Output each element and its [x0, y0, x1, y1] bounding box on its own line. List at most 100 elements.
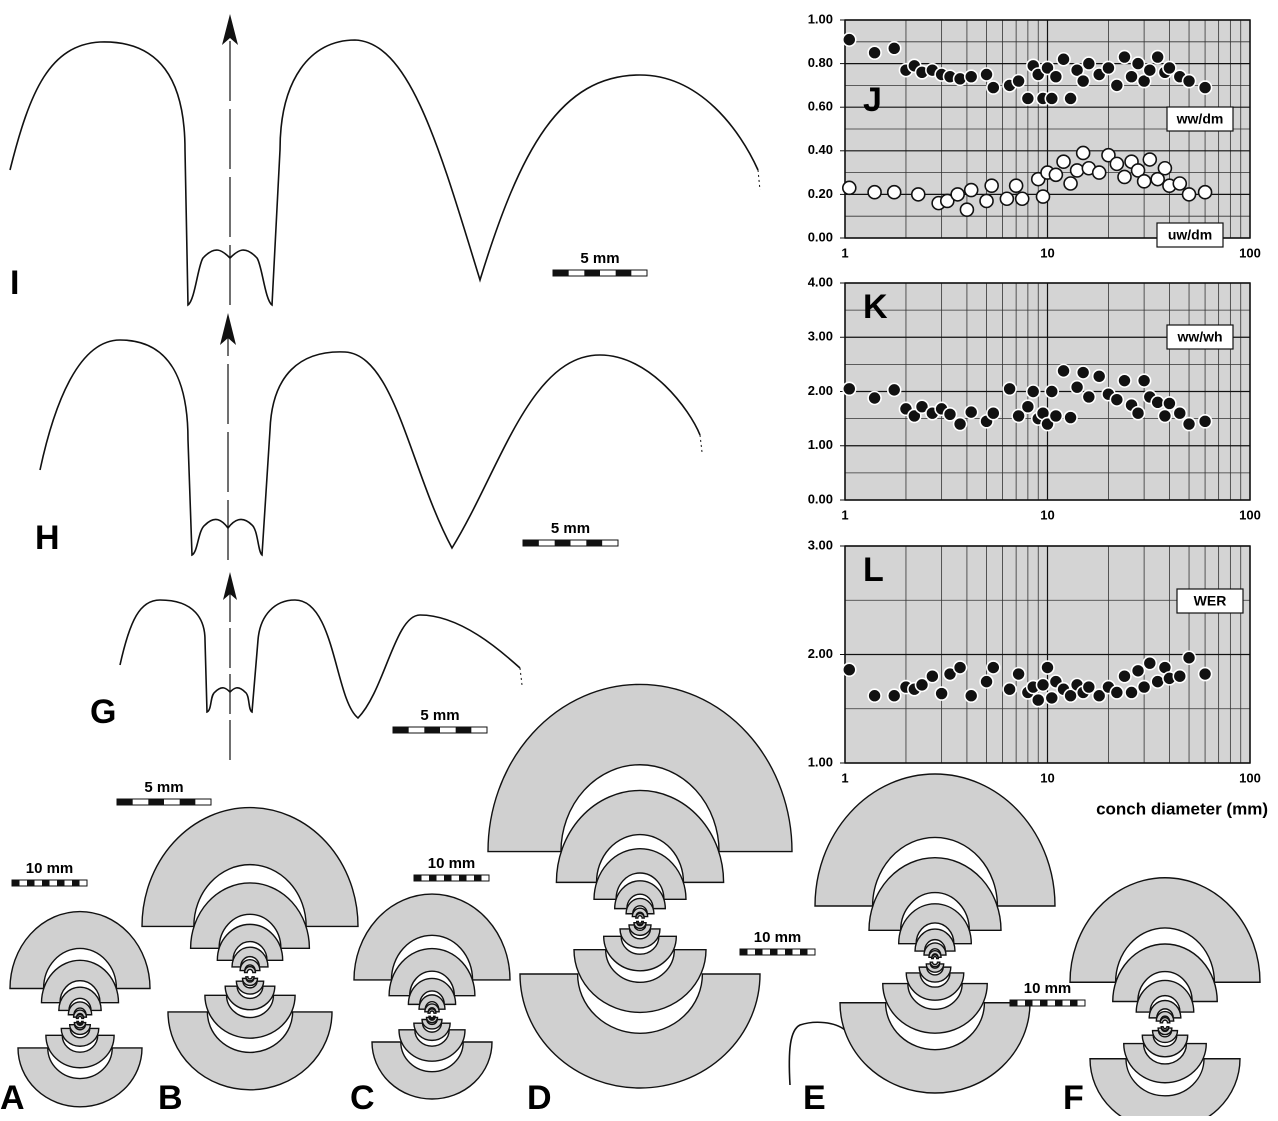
- point: [1197, 184, 1213, 200]
- point: [914, 677, 930, 693]
- y-tick-label: 0.20: [808, 186, 833, 201]
- panel-label: D: [527, 1079, 552, 1116]
- point: [1181, 416, 1197, 432]
- point: [841, 662, 857, 677]
- whorl: [424, 1003, 440, 1013]
- point: [1136, 174, 1152, 189]
- scale-bar-segment: [755, 949, 763, 955]
- scale-bar-segment: [117, 799, 133, 805]
- whorl: [58, 986, 102, 1012]
- y-tick-label: 2.00: [808, 646, 833, 661]
- whorl: [167, 1011, 333, 1091]
- scale-bar-segment: [455, 727, 472, 733]
- point: [1069, 62, 1085, 78]
- point: [1056, 51, 1071, 67]
- whorl: [75, 1013, 85, 1020]
- point: [1020, 91, 1036, 106]
- whorl: [519, 973, 761, 1089]
- whorl: [593, 848, 687, 901]
- scale-bar-segment: [474, 875, 482, 881]
- whorl: [614, 880, 666, 910]
- x-tick-label: 10: [1040, 507, 1054, 522]
- whorl: [839, 1002, 1031, 1094]
- point: [1040, 60, 1055, 76]
- point: [1130, 405, 1146, 421]
- point: [1056, 154, 1071, 169]
- point: [925, 668, 940, 684]
- whorl: [930, 954, 940, 960]
- whorl: [428, 1015, 436, 1020]
- point: [1035, 189, 1051, 204]
- point: [1030, 692, 1046, 708]
- whorl: [243, 965, 257, 974]
- point: [1136, 679, 1152, 695]
- whorl: [918, 966, 952, 983]
- scale-bar-label: 5 mm: [580, 250, 619, 267]
- point: [841, 32, 857, 47]
- whorl: [76, 1020, 84, 1025]
- scale-bar-label: 10 mm: [754, 929, 802, 946]
- point: [959, 202, 975, 217]
- point: [1142, 152, 1158, 167]
- series-label-box: [1156, 222, 1224, 248]
- point: [979, 674, 994, 689]
- point: [867, 390, 882, 406]
- scale-bar-segment: [444, 875, 452, 881]
- point: [942, 406, 958, 422]
- point: [1109, 685, 1125, 700]
- point: [1117, 668, 1132, 684]
- whorl: [67, 1001, 93, 1016]
- point: [1117, 169, 1132, 185]
- point: [963, 182, 979, 198]
- series-label: ww/dm: [1176, 111, 1224, 127]
- point: [1048, 167, 1064, 183]
- point: [1157, 160, 1173, 176]
- point: [886, 41, 902, 56]
- panel-label: E: [803, 1079, 826, 1116]
- whorl: [1160, 1026, 1170, 1031]
- x-tick-label: 100: [1239, 245, 1261, 260]
- point: [1063, 91, 1078, 106]
- point: [1142, 655, 1158, 671]
- point: [1056, 363, 1071, 379]
- point: [979, 193, 994, 209]
- point: [1063, 410, 1078, 425]
- y-tick-label: 1.00: [808, 754, 833, 769]
- point: [952, 660, 968, 675]
- whorl: [635, 912, 645, 919]
- point: [1091, 369, 1107, 384]
- whorl: [68, 1023, 92, 1036]
- point: [939, 193, 955, 209]
- series-label-box: [1166, 324, 1234, 350]
- y-tick-label: 0.00: [808, 491, 833, 506]
- whorl: [239, 959, 261, 972]
- whorl: [241, 977, 259, 987]
- plot-frame: [844, 545, 1251, 764]
- whorl: [897, 903, 973, 945]
- scale-bar-label: 10 mm: [26, 860, 74, 877]
- point: [886, 688, 902, 704]
- whorl: [17, 1047, 143, 1108]
- y-tick-label: 1.00: [808, 437, 833, 452]
- point: [1172, 668, 1188, 684]
- point: [984, 178, 999, 193]
- y-tick-label: 0.60: [808, 99, 833, 114]
- scale-bar-segment: [770, 949, 778, 955]
- point: [1109, 156, 1125, 172]
- point: [1075, 73, 1091, 89]
- point: [952, 416, 968, 432]
- point: [1075, 365, 1091, 380]
- x-tick-label: 1: [841, 770, 848, 785]
- point: [1197, 414, 1213, 429]
- point: [979, 67, 994, 82]
- outline-H: [39, 313, 703, 560]
- whorl: [1157, 1027, 1173, 1036]
- whorl: [619, 928, 661, 949]
- whorl: [231, 946, 269, 968]
- whorl: [923, 942, 947, 956]
- scale-bar-segment: [1025, 1000, 1033, 1006]
- panel-label: F: [1063, 1079, 1084, 1116]
- whorl: [814, 773, 1056, 907]
- point: [1069, 163, 1085, 178]
